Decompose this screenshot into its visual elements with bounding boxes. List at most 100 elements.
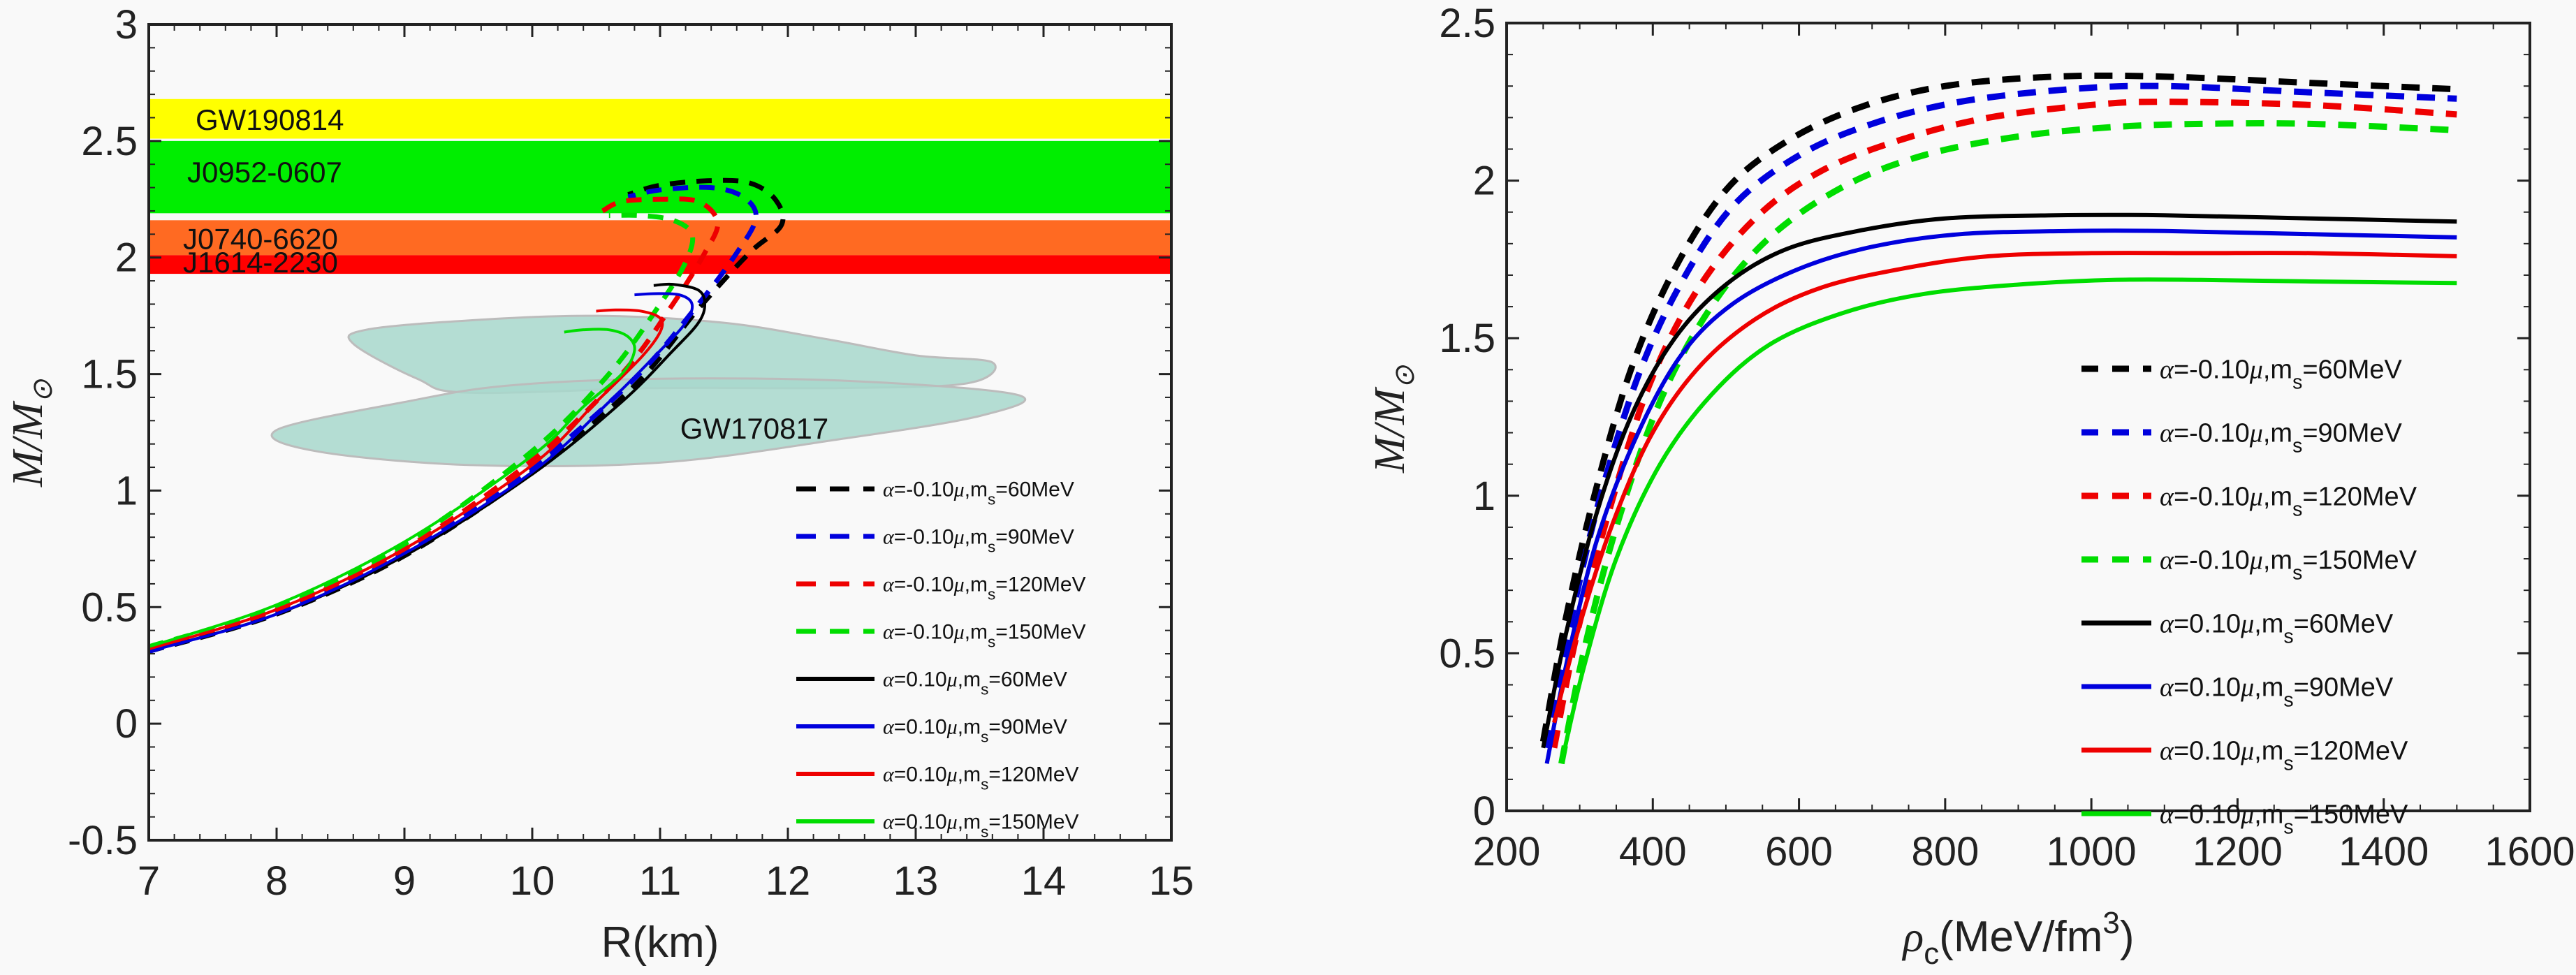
- rho-subscript: c: [1924, 937, 1939, 971]
- ms-value: =60MeV: [2302, 355, 2402, 384]
- mu-symbol: μ: [946, 716, 958, 739]
- legend-label: α=-0.10μ,ms=60MeV: [883, 478, 1074, 508]
- ms-label: ,m: [2254, 736, 2283, 765]
- mu-symbol: μ: [2249, 355, 2263, 384]
- legend-label: α=0.10μ,ms=120MeV: [2160, 736, 2408, 775]
- ms-label: ,m: [965, 526, 988, 549]
- alpha-value: =0.10: [2174, 673, 2241, 702]
- ms-label: ,m: [965, 573, 988, 596]
- legend-label: α=0.10μ,ms=60MeV: [2160, 609, 2394, 647]
- ms-subscript: s: [988, 633, 995, 651]
- rho-unit-close: ): [2120, 913, 2135, 961]
- x-tick-label: 14: [1021, 858, 1067, 904]
- ms-value: =150MeV: [2302, 545, 2417, 575]
- mu-symbol: μ: [946, 811, 958, 834]
- sun-symbol-icon: ⊙: [1389, 365, 1420, 388]
- right-legend: α=-0.10μ,ms=60MeVα=-0.10μ,ms=90MeVα=-0.1…: [2081, 355, 2417, 839]
- left-ylabel-m: M: [4, 448, 52, 488]
- legend-label: α=-0.10μ,ms=90MeV: [883, 526, 1074, 556]
- alpha-symbol: α: [883, 668, 895, 691]
- right-ylabel-msun: M: [1366, 386, 1414, 425]
- alpha-symbol: α: [2160, 609, 2174, 638]
- band-gw190814: [149, 98, 1171, 139]
- ms-label: ,m: [2254, 609, 2283, 638]
- alpha-symbol: α: [2160, 482, 2174, 511]
- series-line: [1559, 277, 2457, 764]
- y-tick-label: 0.5: [81, 585, 138, 630]
- right-axes: 200 400 600 800 1000 1200 1400 1600 0 0.5 1 1.5 2 2.5: [1439, 1, 2575, 874]
- alpha-value: =-0.10: [894, 573, 954, 596]
- mu-symbol: μ: [2240, 800, 2254, 829]
- ms-value: =120MeV: [988, 763, 1078, 786]
- mu-symbol: μ: [953, 478, 965, 501]
- series-line: [1539, 72, 2457, 742]
- band-j0740-6620: [149, 220, 1171, 256]
- rho-unit: (MeV/fm: [1939, 913, 2102, 961]
- alpha-value: =-0.10: [894, 478, 954, 501]
- alpha-value: =0.10: [894, 716, 947, 739]
- series-line: [147, 212, 696, 650]
- legend-label: α=0.10μ,ms=150MeV: [2160, 800, 2408, 838]
- mu-symbol: μ: [946, 668, 958, 691]
- ms-label: ,m: [965, 478, 988, 501]
- mu-symbol: μ: [2240, 736, 2254, 765]
- left-ylabel-msun: M: [4, 400, 52, 439]
- alpha-value: =-0.10: [2174, 545, 2250, 575]
- mass-density-plot: 200 400 600 800 1000 1200 1400 1600 0 0.5 1 1.5 2 2.5…: [1366, 1, 2575, 971]
- x-tick-label: 200: [1473, 829, 1541, 874]
- alpha-symbol: α: [883, 621, 895, 644]
- alpha-symbol: α: [883, 763, 895, 786]
- ms-subscript: s: [2292, 435, 2302, 457]
- svg-text:M/M⊙: M/M⊙: [1366, 365, 1420, 474]
- band-label-j1614-2230: J1614-2230: [183, 246, 338, 279]
- series-line: [148, 292, 694, 653]
- y-tick-label: 0: [115, 701, 138, 747]
- gw170817-contour-upper: [347, 314, 997, 395]
- x-tick-label: 10: [510, 858, 555, 904]
- alpha-value: =-0.10: [2174, 418, 2250, 448]
- mu-symbol: μ: [953, 573, 965, 596]
- left-y-axis-label: M/M⊙: [4, 379, 58, 488]
- ms-label: ,m: [965, 621, 988, 644]
- alpha-value: =-0.10: [894, 526, 954, 549]
- y-tick-label: -0.5: [68, 818, 138, 863]
- x-tick-label: 15: [1149, 858, 1194, 904]
- alpha-symbol: α: [2160, 355, 2174, 384]
- alpha-value: =0.10: [2174, 800, 2241, 829]
- series-line: [148, 308, 664, 651]
- alpha-symbol: α: [883, 716, 895, 739]
- x-tick-label: 1600: [2484, 829, 2575, 874]
- alpha-symbol: α: [2160, 418, 2174, 448]
- legend-label: α=-0.10μ,ms=150MeV: [883, 621, 1086, 651]
- alpha-value: =0.10: [894, 668, 947, 691]
- left-legend: α=-0.10μ,ms=60MeVα=-0.10μ,ms=90MeVα=-0.1…: [796, 478, 1086, 841]
- mu-symbol: μ: [953, 621, 965, 644]
- x-tick-label: 11: [639, 858, 681, 904]
- ms-subscript: s: [2292, 562, 2302, 585]
- ms-subscript: s: [2292, 499, 2302, 521]
- alpha-symbol: α: [883, 526, 895, 549]
- ms-value: =90MeV: [995, 526, 1074, 549]
- gw170817-label: GW170817: [680, 412, 828, 445]
- ms-subscript: s: [2283, 816, 2293, 839]
- legend-label: α=0.10μ,ms=120MeV: [883, 763, 1079, 793]
- legend-label: α=0.10μ,ms=60MeV: [883, 668, 1067, 698]
- right-y-axis-label: M/M⊙: [1366, 365, 1420, 474]
- gw170817-region: [270, 314, 1027, 468]
- x-tick-label: 1400: [2339, 829, 2429, 874]
- ms-label: ,m: [2263, 418, 2292, 448]
- ms-value: =150MeV: [2294, 800, 2408, 829]
- ms-subscript: s: [981, 681, 988, 698]
- ms-value: =90MeV: [2294, 673, 2394, 702]
- mu-symbol: μ: [953, 526, 965, 549]
- series-line: [1544, 228, 2457, 764]
- y-tick-label: 1.5: [81, 352, 138, 397]
- alpha-value: =0.10: [2174, 609, 2241, 638]
- x-tick-label: 13: [893, 858, 939, 904]
- ms-subscript: s: [988, 491, 995, 508]
- ms-label: ,m: [2263, 482, 2292, 511]
- legend-label: α=-0.10μ,ms=60MeV: [2160, 355, 2403, 393]
- right-ylabel-m: M: [1366, 434, 1414, 474]
- ms-value: =60MeV: [988, 668, 1067, 691]
